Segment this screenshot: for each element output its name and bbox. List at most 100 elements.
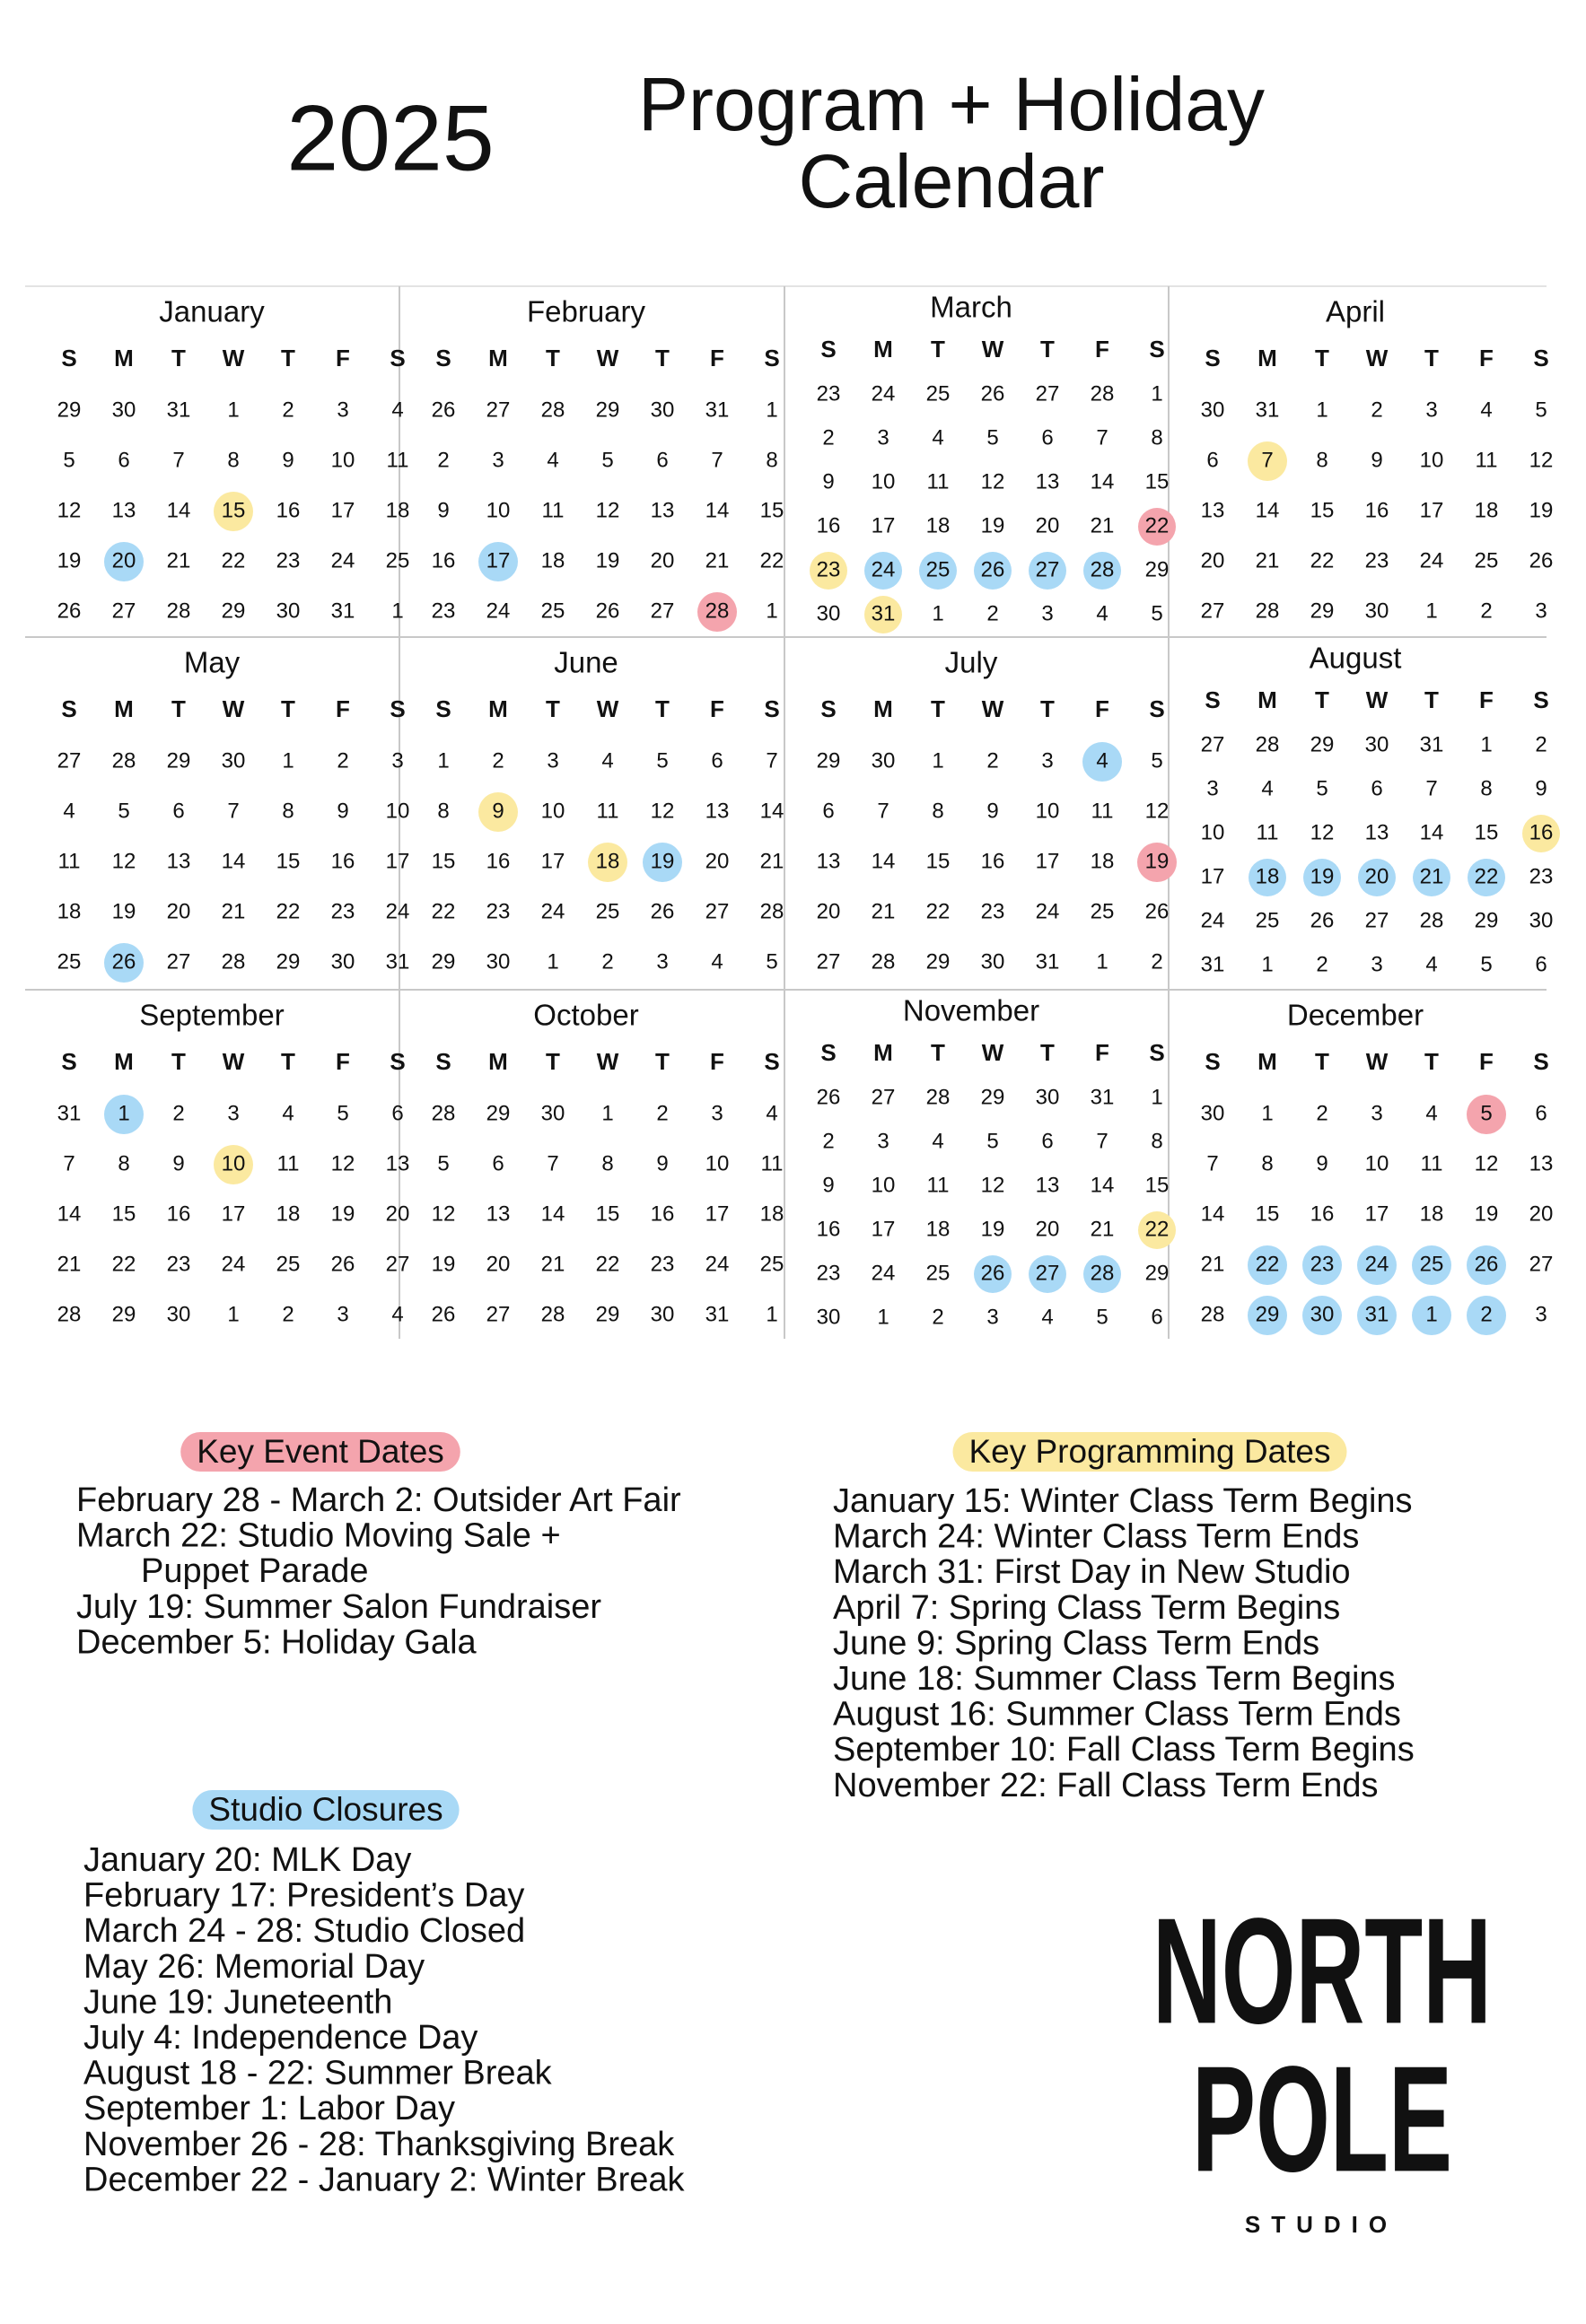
weekday-header: T — [1315, 686, 1329, 713]
day-highlight — [1248, 1296, 1287, 1335]
day-number: 17 — [705, 1201, 730, 1226]
day-number: 14 — [1091, 469, 1115, 494]
day-number: 1 — [1316, 398, 1328, 422]
day-number: 15 — [1145, 1173, 1170, 1197]
day-number: 1 — [766, 598, 777, 623]
day-number: 6 — [822, 799, 834, 823]
day-number: 2 — [932, 1305, 943, 1329]
day-number: 9 — [492, 799, 504, 823]
day-number: 6 — [1535, 1101, 1547, 1125]
day-number: 31 — [1091, 1085, 1115, 1109]
day-number: 30 — [167, 1302, 191, 1326]
day-number: 1 — [1425, 598, 1437, 623]
weekday-header: M — [873, 336, 893, 363]
weekday-header: W — [982, 1039, 1004, 1066]
day-highlight — [478, 792, 518, 832]
weekday-header: S — [435, 1048, 451, 1075]
day-number: 15 — [760, 498, 784, 522]
day-number: 17 — [1365, 1201, 1389, 1226]
day-number: 20 — [1365, 864, 1389, 888]
day-highlight — [974, 1255, 1012, 1293]
weekday-header: T — [1040, 1039, 1055, 1066]
day-number: 3 — [1371, 952, 1382, 976]
weekday-header: T — [171, 345, 186, 371]
weekday-header: T — [281, 695, 295, 722]
day-number: 6 — [1041, 425, 1053, 450]
weekday-header: T — [1040, 695, 1055, 722]
day-number: 29 — [167, 748, 191, 773]
day-number: 2 — [1480, 598, 1492, 623]
weekday-header: M — [1257, 345, 1277, 371]
day-number: 18 — [926, 513, 951, 537]
day-number: 10 — [386, 799, 410, 823]
day-number: 29 — [1475, 908, 1499, 932]
day-number: 1 — [932, 601, 943, 625]
day-number: 17 — [222, 1201, 246, 1226]
day-number: 27 — [872, 1085, 896, 1109]
day-highlight — [104, 542, 144, 581]
day-number: 5 — [1151, 601, 1162, 625]
day-number: 2 — [1316, 952, 1328, 976]
day-number: 24 — [872, 381, 896, 406]
weekday-header: T — [931, 695, 945, 722]
weekday-header: W — [223, 695, 245, 722]
day-number: 22 — [112, 1252, 136, 1276]
day-number: 19 — [596, 548, 620, 572]
day-number: 23 — [981, 899, 1005, 923]
day-number: 24 — [1201, 908, 1225, 932]
day-number: 6 — [1151, 1305, 1162, 1329]
day-number: 23 — [432, 598, 456, 623]
day-number: 16 — [1529, 820, 1554, 844]
day-number: 4 — [766, 1101, 777, 1125]
day-number: 25 — [1091, 899, 1115, 923]
weekday-header: F — [1095, 1039, 1109, 1066]
day-number: 9 — [822, 1173, 834, 1197]
day-number: 5 — [986, 1129, 998, 1153]
section-pill — [952, 1432, 1347, 1472]
weekday-header: S — [1205, 1048, 1220, 1075]
day-number: 21 — [1420, 864, 1444, 888]
day-number: 4 — [282, 1101, 294, 1125]
day-number: 26 — [1529, 548, 1554, 572]
day-number: 13 — [705, 799, 730, 823]
day-number: 28 — [167, 598, 191, 623]
day-number: 3 — [656, 949, 668, 974]
day-number: 28 — [1091, 381, 1115, 406]
day-number: 16 — [1310, 1201, 1335, 1226]
day-number: 19 — [112, 899, 136, 923]
weekday-header: S — [820, 1039, 836, 1066]
day-number: 28 — [112, 748, 136, 773]
day-number: 22 — [596, 1252, 620, 1276]
day-highlight — [1412, 1296, 1451, 1335]
section-title: Studio Closures — [208, 1791, 443, 1828]
day-number: 7 — [1425, 776, 1437, 800]
weekday-header: T — [655, 1048, 670, 1075]
day-number: 14 — [167, 498, 191, 522]
weekday-header: T — [1424, 1048, 1439, 1075]
day-number: 8 — [932, 799, 943, 823]
month-name: July — [945, 646, 998, 679]
day-number: 14 — [705, 498, 730, 522]
day-number: 23 — [276, 548, 301, 572]
day-number: 19 — [57, 548, 82, 572]
month-name: January — [159, 295, 265, 328]
day-number: 8 — [282, 799, 294, 823]
day-number: 21 — [1201, 1252, 1225, 1276]
day-number: 15 — [1145, 469, 1170, 494]
day-number: 23 — [817, 381, 841, 406]
day-number: 29 — [112, 1302, 136, 1326]
day-number: 24 — [872, 557, 896, 581]
day-number: 24 — [872, 1261, 896, 1285]
day-highlight — [1029, 552, 1066, 590]
day-number: 22 — [432, 899, 456, 923]
day-number: 27 — [817, 949, 841, 974]
day-number: 3 — [986, 1305, 998, 1329]
day-number: 3 — [1206, 776, 1218, 800]
weekday-header: T — [1040, 336, 1055, 363]
day-number: 6 — [1371, 776, 1382, 800]
day-highlight — [1248, 1245, 1287, 1285]
day-number: 5 — [1480, 1101, 1492, 1125]
section-item: Puppet Parade — [141, 1552, 369, 1590]
day-highlight — [1082, 742, 1122, 782]
day-number: 25 — [926, 557, 951, 581]
